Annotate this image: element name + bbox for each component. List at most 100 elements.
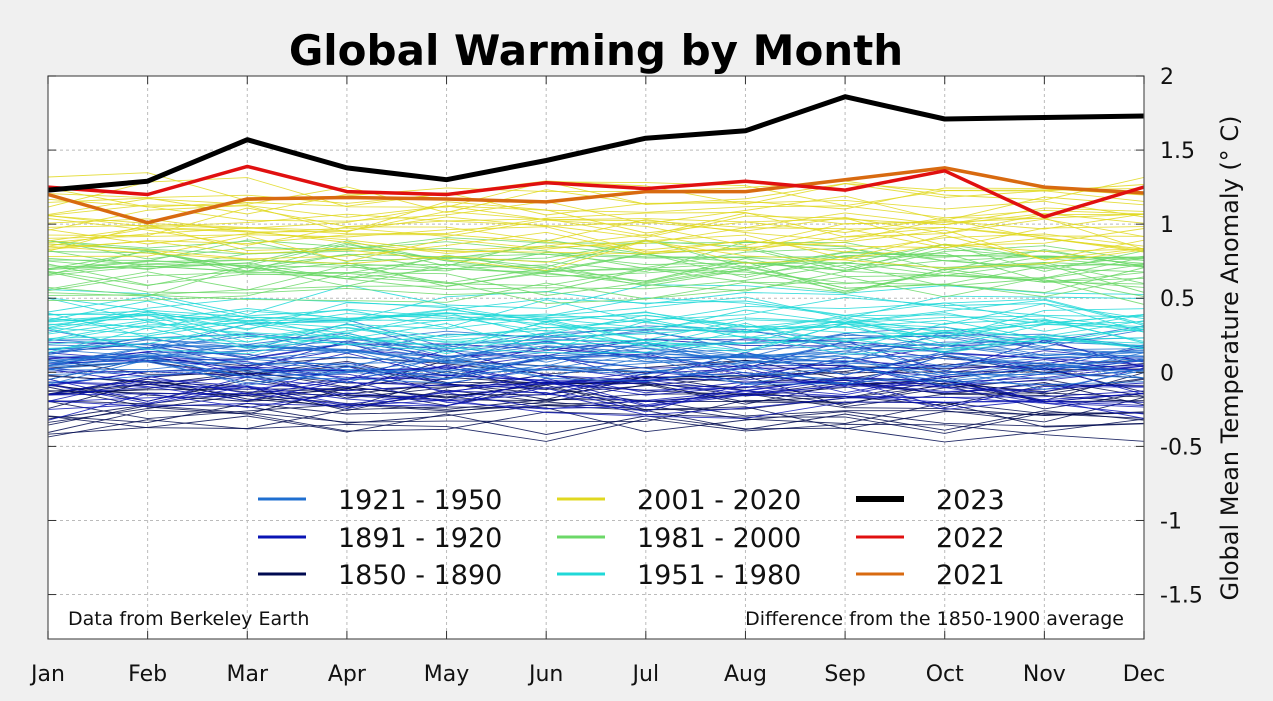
x-tick-label: Dec xyxy=(1123,662,1166,687)
y-tick-label: 0 xyxy=(1160,361,1174,386)
y-tick-label: -1 xyxy=(1160,509,1182,534)
x-tick-label: May xyxy=(424,662,469,687)
x-tick-label: Jan xyxy=(29,662,65,687)
background-line xyxy=(47,318,1145,348)
background-line xyxy=(47,212,1145,244)
background-line xyxy=(47,354,1145,387)
background-line xyxy=(47,299,1145,329)
background-line xyxy=(47,386,1145,416)
legend-label: 1981 - 2000 xyxy=(637,523,801,554)
background-line xyxy=(47,311,1145,340)
highlight-series xyxy=(47,94,1145,225)
series-line-2022 xyxy=(47,164,1145,219)
background-line xyxy=(47,365,1145,394)
x-axis-ticks: Jan Feb Mar Apr May Jun Jul Aug Sep Oct Nov Dec xyxy=(29,76,1165,687)
background-line xyxy=(47,234,1145,265)
background-line xyxy=(47,351,1145,381)
background-line xyxy=(47,297,1145,324)
legend-label: 2022 xyxy=(936,523,1005,554)
legend-label: 2023 xyxy=(936,485,1005,516)
background-line xyxy=(47,340,1145,368)
legend-label: 1850 - 1890 xyxy=(338,560,502,591)
background-line xyxy=(47,234,1145,253)
background-line xyxy=(47,263,1145,290)
background-line xyxy=(47,334,1145,364)
x-tick-label: Nov xyxy=(1023,662,1066,687)
background-line xyxy=(47,355,1145,385)
background-line xyxy=(47,418,1145,442)
background-line xyxy=(47,235,1145,264)
background-line xyxy=(47,318,1145,350)
background-line xyxy=(47,353,1145,384)
background-line xyxy=(47,375,1145,406)
y-tick-label: 2 xyxy=(1160,65,1174,90)
x-tick-label: Mar xyxy=(227,662,269,687)
background-line xyxy=(47,348,1145,381)
background-line xyxy=(47,217,1145,250)
legend-label: 1891 - 1920 xyxy=(338,523,502,554)
background-line xyxy=(47,336,1145,367)
legend-entry: 1981 - 2000 xyxy=(557,523,801,554)
background-line xyxy=(47,284,1145,315)
x-tick-label: Jul xyxy=(631,662,660,687)
background-line xyxy=(47,344,1145,376)
background-line xyxy=(47,296,1145,329)
legend-label: 2001 - 2020 xyxy=(637,485,801,516)
background-line xyxy=(47,322,1145,355)
background-line xyxy=(47,205,1145,229)
legend-entry: 1850 - 1890 xyxy=(258,560,502,591)
background-line xyxy=(47,361,1145,395)
legend-label: 1921 - 1950 xyxy=(338,485,502,516)
x-tick-label: Jun xyxy=(527,662,563,687)
background-line xyxy=(47,312,1145,345)
background-line xyxy=(47,359,1145,390)
chart-title: Global Warming by Month xyxy=(289,26,903,75)
background-line xyxy=(47,384,1145,416)
y-tick-label: 1.5 xyxy=(1160,139,1195,164)
background-line xyxy=(47,320,1145,352)
legend-entry: 2021 xyxy=(856,560,1005,591)
x-tick-label: Apr xyxy=(328,662,367,687)
y-axis-ticks: 2 1.5 1 0.5 0 -0.5 -1 -1.5 xyxy=(48,65,1203,609)
background-line xyxy=(47,349,1145,381)
legend-entry: 1951 - 1980 xyxy=(557,560,801,591)
background-line xyxy=(47,276,1145,303)
background-line xyxy=(47,380,1145,410)
background-line xyxy=(47,192,1145,218)
background-line xyxy=(47,386,1145,410)
legend-entry: 1891 - 1920 xyxy=(258,523,502,554)
legend-entry: 2001 - 2020 xyxy=(557,485,801,516)
background-line xyxy=(47,224,1145,252)
background-line xyxy=(47,378,1145,410)
background-line xyxy=(47,261,1145,287)
background-line xyxy=(47,227,1145,261)
legend-entry: 2023 xyxy=(856,485,1005,516)
x-tick-label: Sep xyxy=(824,662,865,687)
background-line xyxy=(47,231,1145,260)
background-line xyxy=(47,312,1145,342)
background-line xyxy=(47,341,1145,371)
background-line xyxy=(47,267,1145,296)
y-tick-label: -1.5 xyxy=(1160,584,1203,609)
background-line xyxy=(47,413,1145,443)
legend-label: 2021 xyxy=(936,560,1005,591)
legend-entry: 1921 - 1950 xyxy=(258,485,502,516)
background-period-lines xyxy=(47,172,1145,443)
y-tick-label: 1 xyxy=(1160,213,1174,238)
y-tick-label: -0.5 xyxy=(1160,435,1203,460)
background-line xyxy=(47,201,1145,234)
legend: 1921 - 1950 1891 - 1920 1850 - 1890 2001 - … xyxy=(258,485,1005,591)
plot-frame xyxy=(47,75,1145,640)
series-line-2021 xyxy=(47,166,1145,225)
background-line xyxy=(47,177,1145,210)
background-line xyxy=(47,355,1145,386)
series-line-2023 xyxy=(47,94,1145,193)
x-tick-label: Feb xyxy=(128,662,167,687)
background-line xyxy=(47,261,1145,295)
background-line xyxy=(47,251,1145,282)
source-note: Data from Berkeley Earth xyxy=(68,608,309,630)
background-line xyxy=(47,350,1145,377)
background-line xyxy=(47,272,1145,305)
legend-entry: 2022 xyxy=(856,523,1005,554)
background-line xyxy=(47,213,1144,234)
